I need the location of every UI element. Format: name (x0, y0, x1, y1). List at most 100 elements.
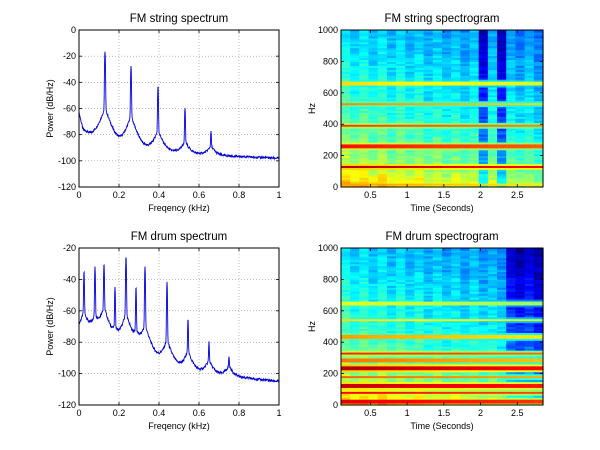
spectrogram-cell (377, 79, 388, 82)
spectrogram-cell (359, 75, 370, 78)
spectrogram-cell (423, 326, 434, 330)
spectrogram-cell (506, 259, 517, 263)
spectrogram-cell (341, 403, 351, 406)
spectrogram-cell (405, 92, 416, 96)
spectrogram-cell (377, 269, 388, 273)
spectrogram-cell (414, 37, 425, 41)
spectrogram-cell (432, 112, 443, 115)
spectrogram-cell (478, 65, 489, 68)
spectrogram-cell (405, 86, 416, 90)
spectrogram-cell (377, 395, 388, 398)
spectrogram-cell (377, 363, 388, 367)
spectrogram-cell (377, 316, 388, 320)
spectrogram-cell (414, 84, 425, 88)
spectrogram-cell (350, 159, 360, 163)
spectrogram-cell (451, 163, 461, 167)
spectrogram-cell (350, 132, 360, 135)
spectrogram-cell (506, 379, 517, 383)
spectrogram-cell (497, 330, 507, 333)
spectrogram-cell (497, 302, 507, 306)
spectrogram-cell (515, 94, 526, 98)
spectrogram-cell (442, 297, 452, 300)
spectrogram-cell (497, 47, 507, 51)
spectrogram-cell (377, 377, 388, 381)
string-spectrogram-xlabel: Time (Seconds) (410, 203, 473, 213)
spectrogram-cell (386, 167, 397, 170)
spectrogram-cell (350, 357, 360, 361)
spectrogram-cell (350, 350, 360, 353)
spectrogram-cell (451, 261, 461, 265)
spectrogram-cell (432, 122, 443, 125)
spectrogram-cell (460, 318, 471, 322)
spectrogram-cell (487, 263, 498, 267)
spectrogram-cell (460, 67, 471, 70)
spectrogram-cell (487, 130, 498, 133)
spectrogram-cell (524, 75, 535, 78)
spectrogram-cell (478, 377, 489, 381)
spectrogram-cell (405, 84, 416, 88)
spectrogram-cell (533, 295, 544, 298)
spectrogram-cell (432, 352, 443, 355)
spectrogram-cell (533, 163, 544, 167)
spectrogram-cell (386, 122, 397, 125)
spectrogram-cell (405, 118, 416, 121)
spectrogram-cell (524, 181, 535, 184)
y-tick-label: 400 (323, 119, 338, 129)
spectrogram-cell (423, 350, 434, 353)
spectrogram-cell (341, 30, 351, 33)
spectrogram-cell (460, 86, 471, 90)
spectrogram-cell (359, 159, 370, 163)
spectrogram-cell (368, 322, 379, 326)
spectrogram-cell (460, 45, 471, 49)
spectrogram-cell (341, 304, 351, 308)
spectrogram-cell (432, 163, 443, 167)
spectrogram-cell (341, 81, 351, 84)
spectrogram-cell (405, 122, 416, 125)
spectrogram-cell (423, 310, 434, 314)
spectrogram-cell (533, 299, 544, 302)
spectrogram-cell (432, 37, 443, 41)
spectrogram-cell (377, 69, 388, 72)
spectrogram-cell (487, 385, 498, 388)
spectrogram-cell (386, 393, 397, 396)
spectrogram-cell (478, 81, 489, 84)
spectrogram-cell (405, 98, 416, 102)
spectrogram-cell (497, 81, 507, 84)
spectrogram-cell (478, 248, 489, 251)
spectrogram-cell (396, 106, 406, 110)
spectrogram-cell (414, 106, 425, 110)
spectrogram-cell (533, 377, 544, 381)
spectrogram-cell (524, 106, 535, 110)
spectrogram-cell (423, 344, 434, 347)
spectrogram-cell (515, 141, 526, 145)
spectrogram-cell (386, 147, 397, 151)
spectrogram-cell (405, 77, 416, 80)
spectrogram-cell (432, 173, 443, 176)
spectrogram-cell (414, 340, 425, 343)
spectrogram-cell (515, 139, 526, 143)
spectrogram-cell (533, 153, 544, 157)
spectrogram-cell (359, 90, 370, 94)
spectrogram-cell (386, 387, 397, 390)
spectrogram-cell (341, 263, 351, 267)
spectrogram-cell (414, 77, 425, 80)
spectrogram-cell (414, 267, 425, 271)
spectrogram-cell (506, 143, 517, 147)
spectrogram-cell (396, 185, 406, 188)
spectrogram-cell (396, 263, 406, 267)
spectrogram-cell (524, 169, 535, 172)
spectrogram-cell (396, 308, 406, 312)
spectrogram-cell (478, 353, 489, 357)
spectrogram-cell (506, 353, 517, 357)
spectrogram-cell (515, 69, 526, 72)
spectrogram-cell (414, 137, 425, 141)
spectrogram-cell (396, 137, 406, 141)
spectrogram-cell (432, 126, 443, 129)
spectrogram-cell (478, 147, 489, 151)
spectrogram-cell (515, 344, 526, 347)
spectrogram-cell (386, 55, 397, 59)
spectrogram-cell (396, 41, 406, 45)
spectrogram-cell (469, 369, 480, 373)
spectrogram-cell (515, 39, 526, 43)
spectrogram-cell (451, 57, 461, 61)
